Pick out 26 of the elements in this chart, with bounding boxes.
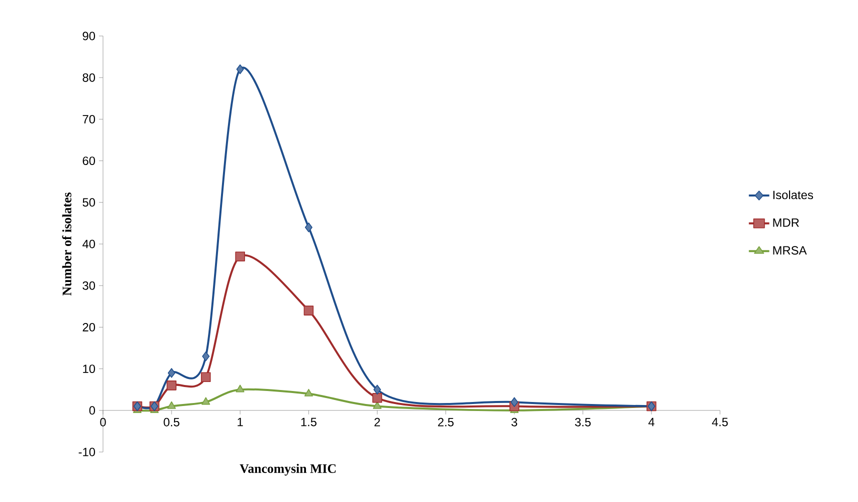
y-tick-label: 70: [82, 114, 96, 124]
x-tick-label: 0: [100, 418, 106, 426]
x-tick-label: 2.5: [438, 418, 454, 426]
y-tick-label: -10: [78, 448, 96, 456]
legend-label: Isolates: [773, 190, 814, 200]
y-tick-label: 50: [82, 198, 96, 207]
x-tick-label: 3.5: [575, 418, 591, 426]
y-tick-label: 40: [82, 240, 96, 248]
legend-label: MDR: [773, 218, 799, 227]
x-tick-label: 4: [648, 418, 654, 426]
y-tick-label: 30: [82, 281, 96, 290]
x-tick-label: 1: [238, 418, 243, 426]
y-tick-label: 0: [89, 406, 96, 415]
x-tick-label: 4.5: [712, 418, 728, 426]
y-tick-label: 60: [82, 156, 96, 166]
y-tick-label: 20: [82, 322, 96, 332]
y-tick-label: 10: [83, 364, 96, 374]
legend-label: MRSA: [773, 246, 807, 255]
y-tick-label: 90: [82, 32, 96, 40]
y-tick-label: 80: [82, 73, 96, 82]
x-tick-label: 1.5: [301, 418, 316, 426]
x-tick-label: 0.5: [164, 418, 180, 426]
x-tick-label: 2: [374, 418, 380, 426]
x-tick-label: 3: [511, 418, 518, 426]
y-axis-title: Number of isolates: [62, 192, 72, 296]
x-axis-title: Vancomysin MIC: [240, 464, 336, 476]
